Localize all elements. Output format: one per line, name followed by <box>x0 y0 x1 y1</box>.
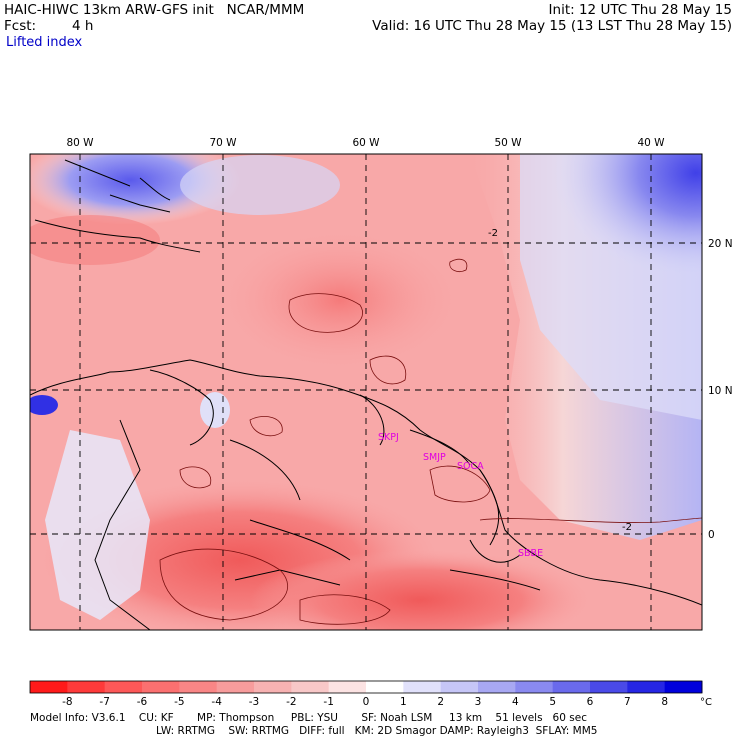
colorbar-swatch <box>366 681 404 693</box>
init-time: Init: 12 UTC Thu 28 May 15 <box>548 2 732 18</box>
station-labels: SKPJ SMJP SOCA SBBE <box>378 432 543 559</box>
lon-label: 50 W <box>494 137 522 149</box>
contours <box>159 258 702 625</box>
colorbar-tick-label: 6 <box>587 696 594 708</box>
station-label: SOCA <box>457 461 484 472</box>
colorbar-swatch <box>104 681 143 693</box>
field-name: Lifted index <box>6 35 83 50</box>
station-label: SKPJ <box>378 432 399 443</box>
colorbar-swatch <box>254 681 292 693</box>
lat-labels: 20 N 10 N 0 <box>708 238 733 541</box>
contour-central <box>288 293 363 333</box>
pacific-blue-cell <box>30 395 58 415</box>
colorbar-swatch <box>142 681 180 693</box>
colorbar-swatch <box>478 681 516 693</box>
station-label: SBBE <box>518 548 543 559</box>
colorbar-tick-label: -3 <box>249 696 259 708</box>
colorbar-unit: °C <box>700 697 712 708</box>
colorbar-swatch <box>403 681 442 693</box>
colorbar-tick-label: 2 <box>437 696 444 708</box>
contour-venezuela <box>249 416 283 437</box>
model-title: HAIC-HIWC 13km ARW-GFS init NCAR/MMM <box>4 2 305 18</box>
colorbar-tick-label: 5 <box>549 696 556 708</box>
central-unstable-cell <box>220 230 460 370</box>
colorbar-swatch <box>552 681 591 693</box>
colorbar-tick-label: 1 <box>400 696 407 708</box>
contour-label-north: -2 <box>488 228 498 239</box>
contour-east-antilles <box>369 355 407 385</box>
colorbar-swatch <box>664 681 703 693</box>
caribbean-red-patch <box>30 215 160 265</box>
andes-stable-band <box>45 430 150 620</box>
colorbar-swatch <box>291 681 330 693</box>
plot-area: -2 -2 SKPJ SMJP SOCA SBBE <box>30 154 702 630</box>
colorbar-tick-label: -7 <box>99 696 109 708</box>
colorbar-tick-label: -1 <box>323 696 333 708</box>
southeast-unstable-cell <box>250 550 590 630</box>
northwest-blue-cell <box>30 154 240 225</box>
colorbar-swatch <box>328 681 367 693</box>
guianas-coast <box>359 394 521 563</box>
graticule <box>30 154 702 630</box>
colorbar-swatch <box>67 681 106 693</box>
contour-equator <box>479 517 702 523</box>
andes-outline <box>94 419 151 630</box>
colorbar-swatch <box>216 681 255 693</box>
model-info-line1: Model Info: V3.6.1 CU: KF MP: Thompson P… <box>30 712 587 724</box>
greater-antilles <box>34 219 201 253</box>
south-america-coast <box>30 359 702 606</box>
contour-guiana <box>429 465 491 503</box>
colorbar-swatch <box>627 681 666 693</box>
venezuela-west-coast <box>149 369 214 446</box>
colorbar: -8 -7 -6 -5 -4 -3 -2 -1 0 1 2 3 4 5 6 7 8 °C <box>29 680 712 708</box>
colorbar-tick-label: 0 <box>363 696 370 708</box>
lat-label: 10 N <box>708 385 733 397</box>
colorbar-tick-label: 8 <box>661 696 668 708</box>
northeast-blue-cell <box>540 154 702 290</box>
forecast-hour: 4 h <box>72 18 94 34</box>
contour-label-east: -2 <box>622 522 632 533</box>
lon-label: 80 W <box>66 137 94 149</box>
bahamas-cuba-outline <box>64 159 171 213</box>
colorbar-tick-label: -8 <box>62 696 72 708</box>
colorbar-swatch <box>30 681 68 693</box>
plot-frame <box>29 153 703 631</box>
colorbar-swatch <box>179 681 218 693</box>
station-label: SMJP <box>423 452 446 463</box>
contour-south-b <box>299 594 391 625</box>
lon-labels: 80 W 70 W 60 W 50 W 40 W <box>66 137 665 149</box>
colorbar-swatch <box>515 681 554 693</box>
lat-label: 0 <box>708 529 715 541</box>
lat-label: 20 N <box>708 238 733 250</box>
colorbar-tick-label: -5 <box>174 696 184 708</box>
maracaibo-stable-cell <box>200 392 230 428</box>
colorbar-tick-label: 4 <box>512 696 519 708</box>
contour-north <box>449 258 468 272</box>
contour-colombia <box>179 466 212 489</box>
lon-label: 70 W <box>209 137 237 149</box>
colorbar-swatch <box>590 681 628 693</box>
colorbar-tick-label: -6 <box>137 696 148 708</box>
inland-borders <box>229 439 351 561</box>
lon-label: 60 W <box>352 137 380 149</box>
model-info-line2: LW: RRTMG SW: RRTMG DIFF: full KM: 2D Sm… <box>156 725 598 737</box>
northwest-pale-band <box>180 155 340 215</box>
colorbar-frame <box>29 680 703 694</box>
valid-time: Valid: 16 UTC Thu 28 May 15 (13 LST Thu … <box>372 18 732 34</box>
contour-south-a <box>159 548 289 621</box>
colorbar-swatch <box>440 681 479 693</box>
colorbar-tick-label: -4 <box>211 696 222 708</box>
lon-label: 40 W <box>637 137 665 149</box>
colorbar-tick-label: -2 <box>286 696 296 708</box>
colorbar-tick-label: 3 <box>475 696 482 708</box>
coastlines <box>30 159 702 630</box>
colorbar-tick-label: 7 <box>624 696 631 708</box>
forecast-label: Fcst: <box>4 18 37 34</box>
